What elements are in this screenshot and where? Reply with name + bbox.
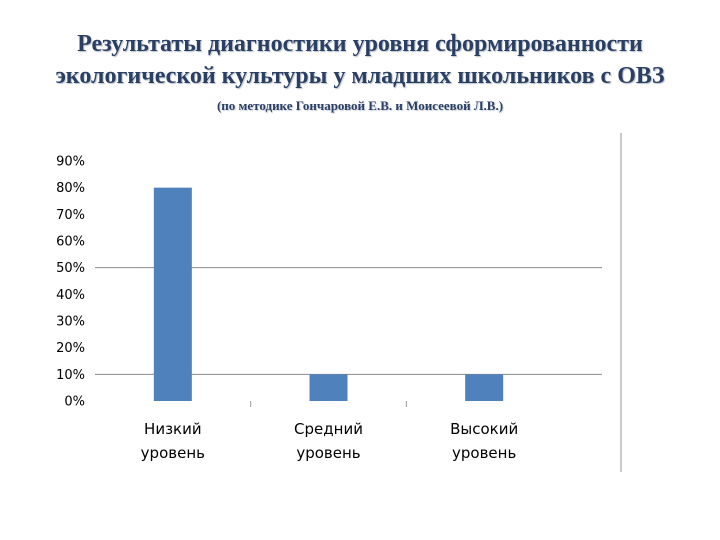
y-tick-label: 60% [56, 235, 85, 250]
y-tick-label: 10% [56, 368, 85, 383]
bar [309, 374, 348, 401]
y-tick-label: 0% [64, 395, 85, 410]
title-block: Результаты диагностики уровня сформирова… [0, 28, 720, 114]
category-label: Низкий [144, 420, 202, 438]
bar [153, 187, 192, 401]
chart-subtitle: (по методике Гончаровой Е.В. и Моисеевой… [216, 98, 504, 113]
category-label: Средний [294, 420, 363, 438]
y-tick-label: 20% [56, 341, 85, 356]
y-tick-label: 70% [56, 208, 85, 223]
category-label: уровень [296, 444, 360, 462]
y-tick-label: 50% [56, 261, 85, 276]
y-tick-label: 40% [56, 288, 85, 303]
chart-title-line-1: Результаты диагностики уровня сформирова… [77, 31, 643, 57]
category-label: Высокий [450, 420, 518, 438]
y-tick-label: 80% [56, 181, 85, 196]
y-tick-label: 30% [56, 315, 85, 330]
category-label: уровень [452, 444, 516, 462]
y-tick-label: 90% [56, 155, 85, 170]
bar [465, 374, 504, 401]
chart-title-line-2: экологической культуры у младших школьни… [55, 63, 665, 89]
category-label: уровень [141, 444, 205, 462]
